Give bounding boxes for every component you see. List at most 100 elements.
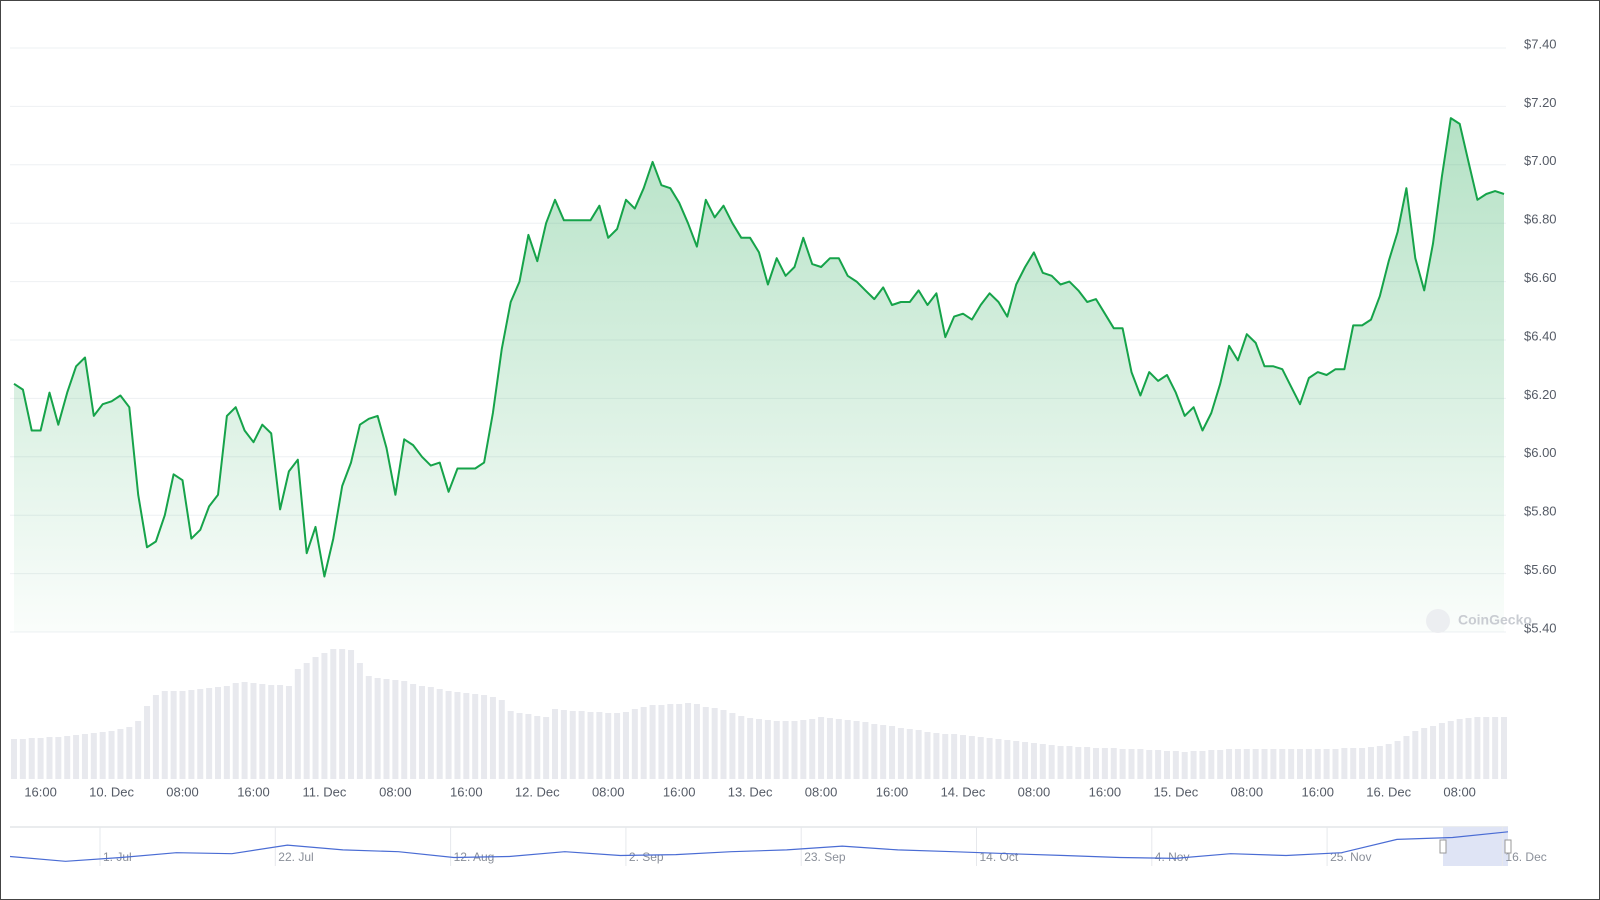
volume-bar xyxy=(64,736,71,779)
volume-bar xyxy=(250,683,257,779)
volume-bar xyxy=(37,738,44,779)
volume-bar xyxy=(791,721,798,779)
volume-bar xyxy=(1359,748,1366,779)
volume-bar xyxy=(1447,721,1454,779)
volume-bar xyxy=(729,713,736,779)
volume-bar xyxy=(1066,746,1073,779)
volume-bar xyxy=(507,711,514,779)
volume-bar xyxy=(640,707,647,779)
volume-bar xyxy=(738,716,745,779)
volume-bar xyxy=(126,727,133,779)
price-area xyxy=(14,118,1504,633)
volume-bar xyxy=(516,713,523,779)
volume-bar xyxy=(303,663,310,779)
volume-bar xyxy=(614,713,621,779)
volume-bar xyxy=(1048,745,1055,779)
volume-bar xyxy=(1376,746,1383,779)
volume-bar xyxy=(1314,749,1321,779)
volume-bar xyxy=(285,686,292,779)
volume-bar xyxy=(1252,749,1259,779)
volume-bar xyxy=(1474,717,1481,779)
volume-bar xyxy=(11,739,17,779)
y-tick-label: $7.20 xyxy=(1524,95,1557,110)
volume-bar xyxy=(525,714,532,779)
volume-bar xyxy=(1217,750,1224,779)
y-tick-label: $6.80 xyxy=(1524,212,1557,227)
x-tick-label: 13. Dec xyxy=(728,784,773,799)
volume-bar xyxy=(578,711,585,779)
x-tick-label: 08:00 xyxy=(1018,784,1051,799)
volume-bar xyxy=(392,680,399,779)
volume-bar xyxy=(596,712,603,779)
volume-bar xyxy=(1172,751,1179,779)
x-tick-label: 16:00 xyxy=(450,784,483,799)
volume-bar xyxy=(294,669,301,779)
volume-bar xyxy=(339,649,346,779)
volume-bar xyxy=(197,689,204,779)
volume-bar xyxy=(534,716,541,779)
y-tick-label: $6.40 xyxy=(1524,328,1557,343)
volume-bar xyxy=(188,690,195,779)
volume-bar xyxy=(1004,740,1011,779)
x-tick-label: 08:00 xyxy=(805,784,838,799)
volume-bar xyxy=(28,738,35,779)
volume-bar xyxy=(1270,749,1277,779)
volume-bar xyxy=(19,739,26,779)
volume-bar xyxy=(152,695,159,779)
volume-bar xyxy=(897,728,904,779)
navigator-label: 2. Sep xyxy=(629,850,664,864)
volume-bar xyxy=(543,717,550,779)
volume-bar xyxy=(73,735,80,779)
navigator-handle[interactable] xyxy=(1504,839,1512,854)
volume-bar xyxy=(1421,728,1428,779)
volume-bar xyxy=(241,682,248,779)
volume-bar xyxy=(108,731,115,779)
volume-bar xyxy=(55,737,62,779)
volume-bar xyxy=(1137,749,1144,779)
x-tick-label: 15. Dec xyxy=(1153,784,1198,799)
volume-bar xyxy=(552,709,559,779)
volume-bar xyxy=(117,729,124,779)
y-tick-label: $6.60 xyxy=(1524,270,1557,285)
x-tick-label: 08:00 xyxy=(379,784,412,799)
volume-bar xyxy=(454,692,461,779)
watermark-logo xyxy=(1426,609,1450,633)
volume-bar xyxy=(995,739,1002,779)
volume-bar xyxy=(277,685,284,779)
volume-bar xyxy=(569,711,576,779)
volume-bar xyxy=(756,719,762,779)
volume-bar xyxy=(1279,749,1286,779)
volume-bar xyxy=(170,691,177,779)
volume-bar xyxy=(427,687,434,779)
volume-bar xyxy=(862,722,869,779)
volume-bar xyxy=(99,732,106,779)
volume-bar xyxy=(1430,726,1437,779)
volume-bar xyxy=(605,713,612,779)
volume-bar xyxy=(773,721,780,779)
volume-bar xyxy=(472,694,479,779)
volume-bar xyxy=(1456,719,1463,779)
volume-bar xyxy=(844,720,851,779)
volume-bar xyxy=(951,734,958,779)
volume-bar xyxy=(1075,747,1082,779)
volume-bar xyxy=(436,689,443,779)
volume-bar xyxy=(1483,717,1490,779)
volume-bar xyxy=(365,676,372,779)
x-tick-label: 12. Dec xyxy=(515,784,560,799)
volume-bar xyxy=(826,718,833,779)
navigator-label: 22. Jul xyxy=(278,850,313,864)
x-tick-label: 08:00 xyxy=(1231,784,1264,799)
volume-bar xyxy=(321,653,328,779)
volume-bar xyxy=(942,734,949,779)
navigator-label: 25. Nov xyxy=(1330,850,1371,864)
navigator-handle[interactable] xyxy=(1439,839,1447,854)
volume-bar xyxy=(711,708,718,779)
volume-bar xyxy=(1394,741,1401,779)
y-tick-label: $5.40 xyxy=(1524,620,1557,635)
x-tick-label: 10. Dec xyxy=(89,784,134,799)
volume-bar xyxy=(1323,749,1330,779)
volume-bar xyxy=(959,735,966,779)
volume-bar xyxy=(1128,749,1135,779)
volume-bar xyxy=(1234,749,1241,779)
